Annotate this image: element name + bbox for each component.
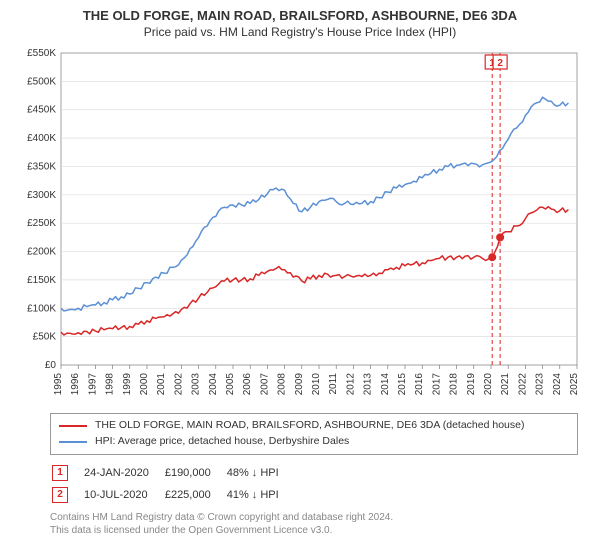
svg-text:2023: 2023 (535, 373, 546, 396)
svg-text:2024: 2024 (552, 373, 563, 396)
svg-text:£0: £0 (45, 360, 57, 371)
svg-text:2000: 2000 (139, 373, 150, 396)
svg-text:2018: 2018 (449, 373, 460, 396)
transaction-row: 1 24-JAN-2020£190,00048% ↓ HPI (52, 463, 293, 483)
svg-text:£450K: £450K (27, 105, 56, 116)
legend: THE OLD FORGE, MAIN ROAD, BRAILSFORD, AS… (50, 413, 578, 455)
svg-text:2017: 2017 (431, 373, 442, 396)
svg-text:2011: 2011 (328, 373, 339, 395)
chart-container: THE OLD FORGE, MAIN ROAD, BRAILSFORD, AS… (0, 0, 600, 560)
svg-text:2015: 2015 (397, 373, 408, 396)
svg-text:2016: 2016 (414, 373, 425, 396)
svg-text:1999: 1999 (122, 373, 133, 396)
svg-text:2014: 2014 (380, 373, 391, 396)
svg-text:2012: 2012 (345, 373, 356, 396)
svg-text:£250K: £250K (27, 218, 56, 229)
footer-line-1: Contains HM Land Registry data © Crown c… (50, 511, 578, 524)
svg-text:2013: 2013 (363, 373, 374, 396)
transaction-price: £190,000 (165, 463, 225, 483)
svg-text:2022: 2022 (517, 373, 528, 396)
svg-text:2006: 2006 (242, 373, 253, 396)
transactions-table: 1 24-JAN-2020£190,00048% ↓ HPI 2 10-JUL-202… (50, 461, 295, 507)
legend-label: THE OLD FORGE, MAIN ROAD, BRAILSFORD, AS… (95, 418, 524, 434)
transaction-delta: 48% ↓ HPI (227, 463, 293, 483)
footer-line-2: This data is licensed under the Open Gov… (50, 524, 578, 537)
legend-swatch (59, 441, 87, 443)
svg-text:2019: 2019 (466, 373, 477, 396)
svg-text:2004: 2004 (208, 373, 219, 396)
svg-text:2002: 2002 (173, 373, 184, 396)
svg-text:2003: 2003 (191, 373, 202, 396)
transaction-row: 2 10-JUL-2020£225,00041% ↓ HPI (52, 485, 293, 505)
transaction-marker: 1 (52, 465, 68, 481)
chart-svg: £0 £50K £100K £150K £200K £250K £300K £350K £400… (15, 45, 585, 405)
svg-text:2009: 2009 (294, 373, 305, 396)
legend-label: HPI: Average price, detached house, Derb… (95, 434, 349, 450)
svg-text:2001: 2001 (156, 373, 167, 396)
transaction-delta: 41% ↓ HPI (227, 485, 293, 505)
svg-text:£300K: £300K (27, 190, 56, 201)
svg-text:£50K: £50K (33, 332, 57, 343)
transaction-date: 10-JUL-2020 (84, 485, 163, 505)
chart-title: THE OLD FORGE, MAIN ROAD, BRAILSFORD, AS… (12, 8, 588, 23)
legend-row: HPI: Average price, detached house, Derb… (59, 434, 569, 450)
svg-text:1995: 1995 (53, 373, 64, 396)
svg-text:2005: 2005 (225, 373, 236, 396)
svg-text:1996: 1996 (70, 373, 81, 396)
svg-text:2008: 2008 (277, 373, 288, 396)
svg-text:1998: 1998 (105, 373, 116, 396)
svg-text:2021: 2021 (500, 373, 511, 396)
transaction-price: £225,000 (165, 485, 225, 505)
chart-subtitle: Price paid vs. HM Land Registry's House … (12, 25, 588, 39)
svg-text:£400K: £400K (27, 133, 56, 144)
svg-text:2020: 2020 (483, 373, 494, 396)
svg-text:£350K: £350K (27, 161, 56, 172)
svg-text:2: 2 (497, 58, 503, 69)
svg-text:1997: 1997 (87, 373, 98, 396)
svg-text:£500K: £500K (27, 76, 56, 87)
chart-plot: £0 £50K £100K £150K £200K £250K £300K £350K £400… (15, 45, 585, 405)
svg-text:£550K: £550K (27, 48, 56, 59)
svg-text:2007: 2007 (259, 373, 270, 396)
footer-attribution: Contains HM Land Registry data © Crown c… (50, 511, 578, 537)
legend-row: THE OLD FORGE, MAIN ROAD, BRAILSFORD, AS… (59, 418, 569, 434)
svg-text:2010: 2010 (311, 373, 322, 396)
svg-text:£150K: £150K (27, 275, 56, 286)
svg-text:£100K: £100K (27, 303, 56, 314)
transaction-date: 24-JAN-2020 (84, 463, 163, 483)
legend-swatch (59, 425, 87, 427)
transaction-marker: 2 (52, 487, 68, 503)
svg-text:£200K: £200K (27, 247, 56, 258)
svg-text:2025: 2025 (569, 373, 580, 396)
